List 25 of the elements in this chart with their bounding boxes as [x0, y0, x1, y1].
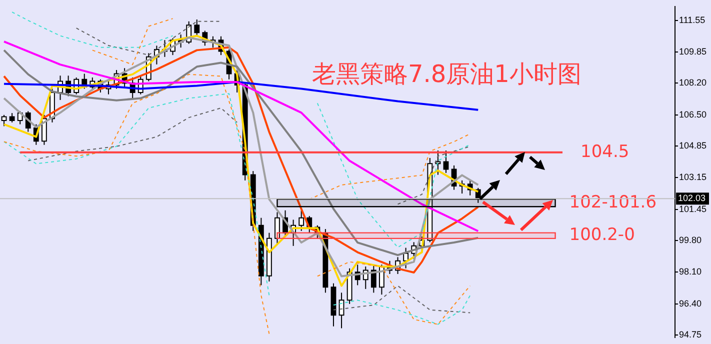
y-tick-label: 98.10	[679, 266, 702, 277]
y-tick-label: 99.80	[679, 234, 702, 245]
y-tick-label: 101.45	[679, 204, 707, 214]
y-tick-label: 104.85	[679, 140, 707, 150]
line-series	[316, 261, 471, 325]
line-series	[12, 12, 174, 48]
y-tick-label: 103.15	[679, 172, 707, 182]
y-tick-label: 108.20	[679, 78, 707, 88]
line-series	[4, 74, 270, 334]
y-tick-label: 106.50	[679, 109, 707, 120]
line-series	[308, 133, 471, 200]
y-tick-label: 109.85	[679, 46, 707, 57]
line-series	[28, 108, 238, 162]
line-series	[316, 102, 471, 248]
y-tick-label: 111.55	[679, 14, 706, 25]
line-series	[92, 18, 174, 66]
line-series	[4, 93, 270, 296]
text: 老黑策略7.8原油1小时图	[312, 59, 582, 90]
band-label: 100.2-0	[569, 225, 635, 246]
y-tick-label: 94.75	[679, 329, 702, 340]
ref-line-label: 102.03	[678, 193, 706, 204]
band-label: 102-101.6	[569, 192, 657, 212]
line-series	[397, 146, 471, 205]
y-tick-label: 96.40	[679, 298, 702, 308]
ref-line-label: 104.5	[580, 142, 630, 162]
